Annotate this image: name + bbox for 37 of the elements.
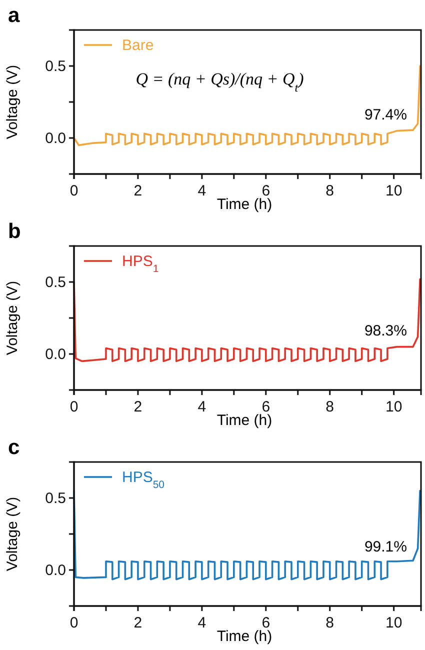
chart-title: b: [8, 220, 21, 243]
y-tick-label: 0.0: [45, 130, 66, 147]
legend-label: HPS$_{1}$: [122, 253, 159, 275]
line-series: [73, 278, 421, 362]
y-axis-title: Voltage (V): [4, 496, 21, 572]
chart-title: a: [8, 4, 20, 27]
annotation: 99.1%: [364, 538, 407, 556]
legend-label: HPS$_{50}$: [122, 469, 165, 491]
x-tick-label: 2: [134, 182, 142, 200]
x-tick-label: 4: [198, 614, 206, 632]
y-axis-title: Voltage (V): [4, 280, 21, 356]
y-tick-label: 0.5: [45, 274, 66, 291]
annotation: Q = (nq + Qs)/(nq + Q$_{t}$): [136, 70, 304, 95]
x-tick-label: 10: [385, 398, 402, 416]
x-tick-label: 8: [326, 614, 334, 632]
x-tick-label: 0: [70, 182, 78, 200]
annotation: 98.3%: [364, 322, 407, 340]
y-tick-label: 0.5: [45, 490, 66, 507]
x-tick-label: 2: [134, 614, 142, 632]
x-tick-label: 2: [134, 398, 142, 416]
x-tick-label: 4: [198, 398, 206, 416]
annotation: 97.4%: [364, 106, 407, 124]
y-tick-label: 0.0: [45, 562, 66, 579]
line-series: [73, 490, 421, 580]
y-axis-title: Voltage (V): [4, 64, 21, 140]
y-tick-label: 0.0: [45, 346, 66, 363]
y-tick-label: 0.5: [45, 58, 66, 75]
x-tick-label: 8: [326, 182, 334, 200]
x-tick-label: 10: [385, 182, 402, 200]
x-tick-label: 0: [70, 614, 78, 632]
x-tick-label: 10: [385, 614, 402, 632]
line-series: [73, 65, 421, 146]
x-tick-label: 0: [70, 398, 78, 416]
x-tick-label: 8: [326, 398, 334, 416]
chart-title: c: [8, 436, 20, 459]
legend-label: Bare: [122, 37, 154, 54]
x-tick-label: 4: [198, 182, 206, 200]
